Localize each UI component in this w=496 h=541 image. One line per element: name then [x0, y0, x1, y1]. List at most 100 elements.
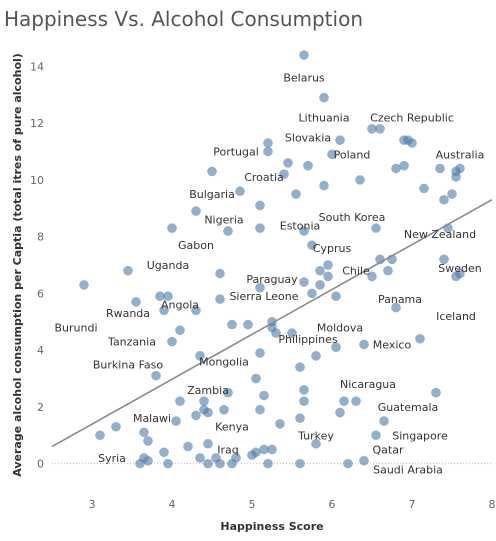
- x-tick-label: 3: [89, 498, 96, 511]
- data-point: [151, 370, 161, 381]
- data-point: [227, 319, 237, 330]
- data-point: [271, 328, 281, 338]
- data-point: [143, 455, 153, 466]
- point-label: Singapore: [392, 429, 448, 442]
- data-point: [419, 183, 429, 194]
- point-label: Iraq: [217, 443, 239, 456]
- point-label: Panama: [378, 293, 422, 306]
- data-point: [263, 146, 273, 157]
- data-point: [203, 458, 213, 469]
- point-label: Guatemala: [378, 401, 439, 414]
- data-point: [215, 458, 225, 469]
- y-tick-label: 10: [30, 174, 44, 187]
- data-point: [195, 351, 205, 361]
- data-point: [415, 333, 425, 344]
- y-tick-label: 8: [37, 231, 44, 244]
- data-point: [195, 453, 205, 463]
- data-point: [95, 430, 105, 441]
- point-label: Sweden: [438, 262, 481, 275]
- point-label: South Korea: [319, 211, 386, 224]
- x-tick-label: 4: [169, 498, 176, 511]
- data-point: [203, 407, 213, 418]
- data-point: [163, 458, 173, 469]
- point-label: New Zealand: [404, 228, 476, 241]
- data-point: [199, 396, 209, 407]
- data-point: [255, 223, 265, 233]
- data-point: [391, 302, 401, 313]
- data-point: [307, 288, 317, 299]
- data-point: [203, 438, 213, 449]
- point-label: Belarus: [283, 72, 325, 85]
- point-label: Saudi Arabia: [373, 463, 443, 476]
- data-point: [407, 138, 417, 148]
- data-point: [207, 166, 217, 177]
- data-point: [307, 240, 317, 250]
- point-label: Slovakia: [285, 131, 331, 144]
- data-point: [191, 305, 201, 316]
- point-label: Syria: [98, 452, 126, 465]
- data-point: [335, 407, 345, 418]
- data-point: [299, 50, 309, 60]
- data-point: [311, 438, 321, 449]
- data-point: [367, 271, 377, 282]
- point-label: Croatia: [244, 171, 284, 184]
- point-label: Zambia: [187, 384, 229, 397]
- data-point: [159, 305, 169, 316]
- data-point: [267, 444, 277, 455]
- y-tick-label: 12: [30, 117, 44, 130]
- data-point: [123, 265, 133, 276]
- chart-title: Happiness Vs. Alcohol Consumption: [4, 7, 363, 31]
- data-point: [355, 175, 365, 185]
- data-point: [371, 430, 381, 441]
- data-point: [315, 265, 325, 276]
- y-tick-label: 14: [30, 60, 44, 73]
- point-label: Tanzania: [107, 336, 156, 349]
- data-point: [331, 291, 341, 302]
- data-point: [359, 339, 369, 350]
- data-point: [359, 455, 369, 466]
- data-point: [167, 336, 177, 347]
- data-point: [131, 297, 141, 307]
- data-point: [155, 291, 165, 302]
- point-label: Angola: [161, 299, 199, 312]
- data-point: [375, 124, 385, 134]
- data-point: [391, 163, 401, 174]
- point-label: Turkey: [297, 429, 334, 442]
- data-point: [295, 362, 305, 372]
- data-point: [455, 163, 465, 174]
- data-point: [259, 444, 269, 455]
- y-axis-label: Average alcohol consumption per Captia (…: [11, 53, 24, 477]
- y-tick-label: 0: [37, 458, 44, 471]
- data-point: [175, 325, 185, 336]
- point-label: Burundi: [54, 321, 97, 334]
- data-point: [251, 447, 261, 458]
- x-tick-label: 6: [329, 498, 336, 511]
- data-point: [383, 265, 393, 276]
- data-point: [323, 260, 333, 270]
- trend-line: [51, 199, 493, 448]
- data-point: [259, 390, 269, 401]
- point-label: Philippines: [278, 333, 338, 346]
- x-axis-label: Happiness Score: [220, 520, 323, 533]
- point-label: Sierra Leone: [229, 290, 298, 303]
- data-point: [343, 458, 353, 469]
- data-point: [351, 396, 361, 407]
- data-point: [299, 396, 309, 407]
- data-point: [299, 277, 309, 287]
- data-point: [371, 223, 381, 233]
- point-label: Paraguay: [246, 273, 298, 286]
- point-label: Nigeria: [204, 214, 243, 227]
- data-point: [379, 416, 389, 426]
- x-tick-label: 8: [489, 498, 496, 511]
- data-point: [79, 280, 89, 290]
- data-point: [315, 280, 325, 290]
- data-point: [223, 387, 233, 398]
- data-point: [231, 453, 241, 463]
- point-label: Malawi: [133, 412, 171, 425]
- point-label: Nicaragua: [340, 378, 396, 391]
- data-point: [339, 396, 349, 407]
- data-point: [223, 226, 233, 236]
- point-label: Australia: [436, 148, 485, 161]
- data-point: [439, 194, 449, 205]
